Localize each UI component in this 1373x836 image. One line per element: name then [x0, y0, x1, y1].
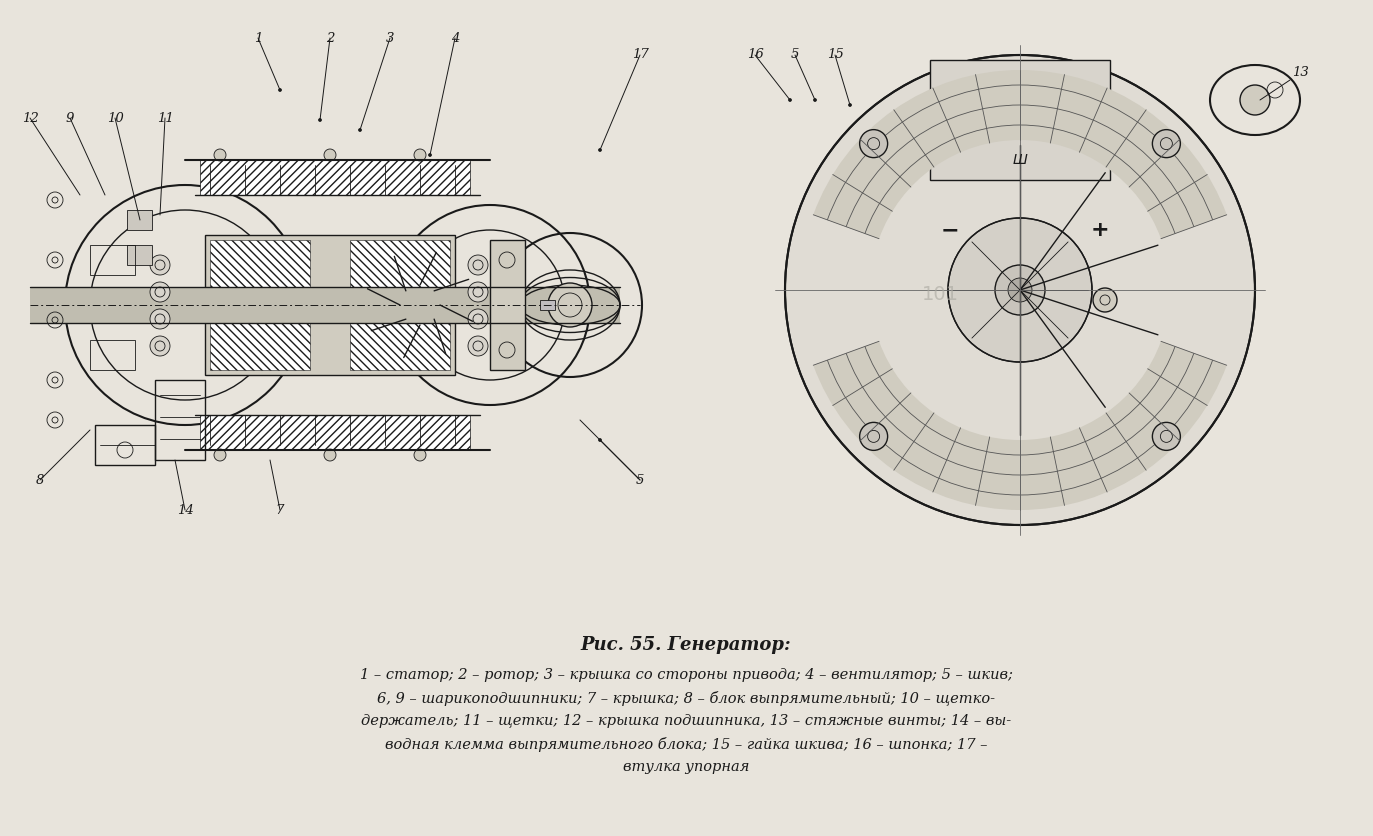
Circle shape	[947, 218, 1092, 362]
Text: 12: 12	[22, 111, 38, 125]
Text: 11: 11	[157, 111, 173, 125]
Circle shape	[1152, 130, 1181, 158]
Circle shape	[150, 282, 170, 302]
Text: 5: 5	[791, 48, 799, 62]
Text: +: +	[1090, 220, 1109, 240]
Bar	[155, 380, 205, 460]
Bar	[95, 425, 155, 465]
Bar	[210, 240, 310, 370]
Text: 16: 16	[747, 48, 763, 62]
Circle shape	[324, 149, 336, 161]
Text: 13: 13	[1292, 65, 1308, 79]
Text: 4: 4	[450, 32, 459, 44]
Bar	[30, 287, 621, 323]
Circle shape	[1008, 278, 1032, 302]
Text: −: −	[941, 220, 960, 240]
Text: 10: 10	[107, 111, 124, 125]
Text: 101: 101	[921, 286, 958, 304]
Circle shape	[1152, 422, 1181, 451]
Text: 6, 9 – шарикоподшипники; 7 – крышка; 8 – блок выпрямительный; 10 – щетко-: 6, 9 – шарикоподшипники; 7 – крышка; 8 –…	[378, 691, 995, 706]
Text: водная клемма выпрямительного блока; 15 – гайка шкива; 16 – шпонка; 17 –: водная клемма выпрямительного блока; 15 …	[384, 737, 987, 752]
Circle shape	[468, 309, 487, 329]
Bar	[540, 300, 555, 310]
Text: Ш: Ш	[1012, 153, 1027, 167]
Circle shape	[415, 149, 426, 161]
Bar	[930, 60, 1109, 180]
Text: держатель; 11 – щетки; 12 – крышка подшипника, 13 – стяжные винты; 14 – вы-: держатель; 11 – щетки; 12 – крышка подши…	[361, 714, 1011, 728]
Circle shape	[150, 309, 170, 329]
Bar	[126, 210, 152, 230]
Circle shape	[319, 119, 321, 121]
Circle shape	[599, 439, 601, 441]
Bar	[205, 235, 454, 375]
Circle shape	[214, 449, 227, 461]
Circle shape	[279, 89, 281, 91]
Circle shape	[1093, 288, 1118, 312]
Text: втулка упорная: втулка упорная	[623, 760, 750, 774]
Circle shape	[468, 336, 487, 356]
Circle shape	[150, 255, 170, 275]
Bar	[91, 245, 135, 275]
Circle shape	[324, 449, 336, 461]
Wedge shape	[813, 70, 1226, 239]
Circle shape	[995, 265, 1045, 315]
Bar	[91, 340, 135, 370]
Bar	[126, 245, 152, 265]
Bar	[490, 240, 524, 370]
Text: 15: 15	[827, 48, 843, 62]
Circle shape	[849, 104, 851, 106]
Circle shape	[1240, 85, 1270, 115]
Circle shape	[788, 99, 791, 101]
Circle shape	[468, 255, 487, 275]
Circle shape	[1032, 92, 1068, 128]
Bar	[200, 160, 470, 195]
Circle shape	[972, 92, 1008, 128]
Text: 1 – статор; 2 – ротор; 3 – крышка со стороны привода; 4 – вентилятор; 5 – шкив;: 1 – статор; 2 – ротор; 3 – крышка со сто…	[360, 668, 1012, 682]
Text: 3: 3	[386, 32, 394, 44]
Text: 2: 2	[325, 32, 334, 44]
Text: Рис. 55. Генератор:: Рис. 55. Генератор:	[581, 636, 791, 654]
Circle shape	[548, 283, 592, 327]
Circle shape	[468, 282, 487, 302]
Bar	[200, 415, 470, 450]
Text: 7: 7	[276, 503, 284, 517]
Circle shape	[859, 130, 887, 158]
Circle shape	[214, 149, 227, 161]
Text: 5: 5	[636, 473, 644, 487]
Text: 14: 14	[177, 503, 194, 517]
Circle shape	[859, 422, 887, 451]
Bar	[350, 240, 450, 370]
Circle shape	[358, 129, 361, 131]
Circle shape	[599, 149, 601, 151]
Text: 8: 8	[36, 473, 44, 487]
Circle shape	[428, 154, 431, 156]
Circle shape	[785, 55, 1255, 525]
Circle shape	[415, 449, 426, 461]
Text: 9: 9	[66, 111, 74, 125]
Circle shape	[813, 99, 817, 101]
Wedge shape	[813, 341, 1226, 510]
Text: 1: 1	[254, 32, 262, 44]
Circle shape	[150, 336, 170, 356]
Text: 17: 17	[632, 48, 648, 62]
